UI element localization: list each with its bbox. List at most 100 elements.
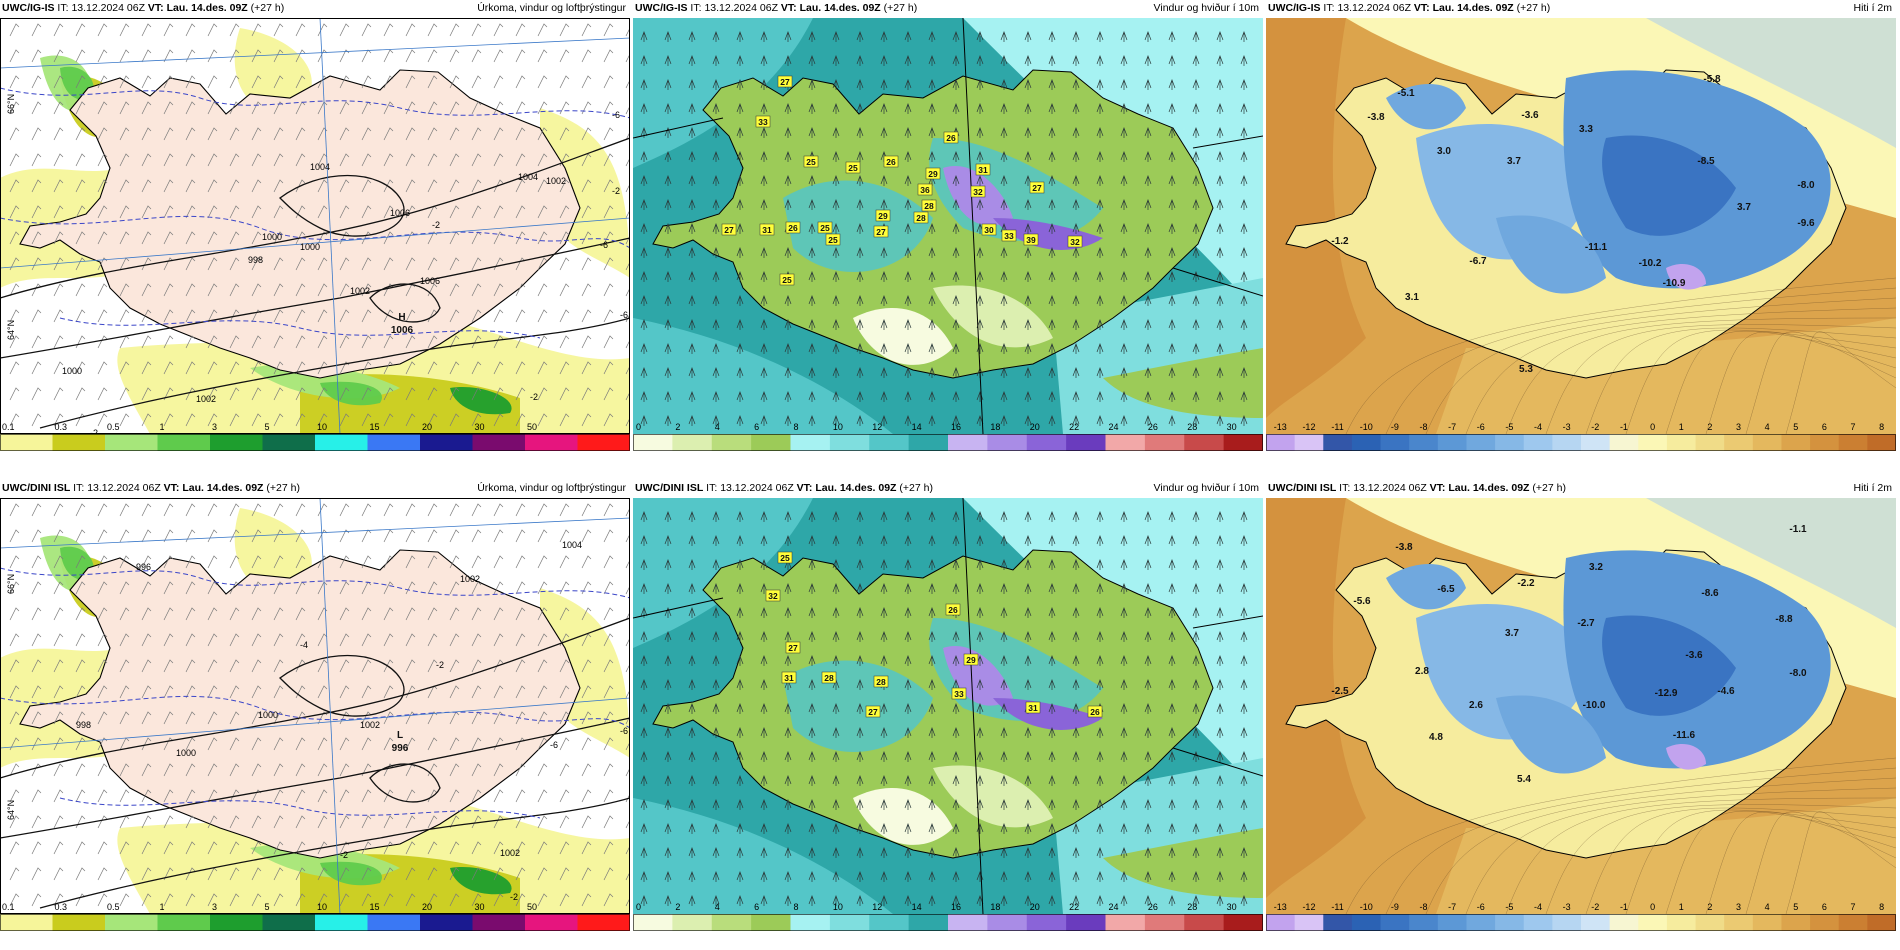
colorbar-swatch <box>1105 434 1146 451</box>
vt-label: VT: <box>780 2 797 14</box>
vt-label: VT: <box>796 482 813 494</box>
colorbar-swatch <box>1294 914 1324 931</box>
colorbar-tick-label: 24 <box>1109 422 1119 432</box>
colorbar-swatch <box>1552 914 1582 931</box>
panel-precip-top: UWC/IG-IS IT: 13.12.2024 06Z VT: Lau. 14… <box>0 0 630 455</box>
gust-value: 36 <box>920 185 930 195</box>
gust-value: 33 <box>758 117 768 127</box>
gust-badge: 30 <box>981 223 997 236</box>
colorbar-tick-label: -3 <box>1563 902 1571 912</box>
temperature-value: -1.2 <box>1331 236 1349 247</box>
colorbar-swatch <box>1867 434 1896 451</box>
colorbar-swatch <box>1581 434 1611 451</box>
gust-value: 31 <box>784 673 794 683</box>
colorbar-swatch <box>829 434 870 451</box>
colorbar-tick-label: -12 <box>1302 422 1315 432</box>
panel-header: UWC/DINI ISL IT: 13.12.2024 06Z VT: Lau.… <box>633 480 1263 497</box>
gust-value: 28 <box>876 677 886 687</box>
colorbar-tick-label: 0.1 <box>2 902 15 912</box>
temperature-isoline-label: -6 <box>620 726 628 736</box>
temperature-value: -10.9 <box>1663 278 1686 289</box>
colorbar-tick-label: -7 <box>1448 422 1456 432</box>
colorbar-swatch <box>1223 914 1263 931</box>
isobar-label: 1004 <box>310 162 330 172</box>
colorbar-tick-label: -5 <box>1505 422 1513 432</box>
colorbar-tick-label: -3 <box>1563 422 1571 432</box>
colorbar-swatch <box>790 434 831 451</box>
gust-value: 26 <box>788 223 798 233</box>
temperature-isoline-label: -4 <box>300 640 308 650</box>
vt-label: VT: <box>147 2 164 14</box>
lead-time: (+27 h) <box>1532 482 1566 494</box>
model-name: UWC/IG-IS <box>635 2 688 14</box>
colorbar-tick-label: 6 <box>754 902 759 912</box>
colorbar-swatch <box>1752 914 1782 931</box>
colorbar-swatch <box>0 434 53 451</box>
colorbar-swatch <box>157 434 211 451</box>
pressure-center-value: 1006 <box>391 325 414 336</box>
temperature-value: -5.8 <box>1703 74 1721 85</box>
colorbar-tick-label: 30 <box>475 422 485 432</box>
colorbar-swatch <box>1638 434 1668 451</box>
gust-badge: 32 <box>765 589 781 602</box>
colorbar-swatch <box>1523 434 1553 451</box>
panel-title: Vindur og hviður í 10m <box>1153 2 1259 14</box>
vt-label: VT: <box>1413 2 1430 14</box>
precip-map: 996 1004 1002 1000 1002 1000 998 1002 -6 -4 -2 -6 -2… <box>0 498 630 914</box>
colorbar-swatch <box>751 434 791 451</box>
colorbar-tick-label: 4 <box>715 902 720 912</box>
vt-value: Lau. 14.des. 09Z <box>166 2 248 14</box>
colorbar-swatch <box>577 434 630 451</box>
panel-title: Hiti í 2m <box>1853 482 1892 494</box>
colorbar-tick-label: 10 <box>317 902 327 912</box>
gust-badge: 31 <box>975 163 991 176</box>
colorbar-swatch <box>1380 914 1410 931</box>
gust-badge: 27 <box>777 75 793 88</box>
precip-map: 1004 1006 1000 998 1000 1002 1004 1002 1000 1002 1… <box>0 18 630 434</box>
colorbar-swatch <box>1437 434 1467 451</box>
colorbar-tick-label: -6 <box>1477 902 1485 912</box>
colorbar-swatch <box>262 434 316 451</box>
panel-header: UWC/IG-IS IT: 13.12.2024 06Z VT: Lau. 14… <box>0 0 630 17</box>
temperature-value: -3.8 <box>1367 112 1385 123</box>
vt-value: Lau. 14.des. 09Z <box>1448 482 1530 494</box>
gust-value: 28 <box>924 201 934 211</box>
isobar-label: 1006 <box>420 276 440 286</box>
temperature-value: -4.6 <box>1717 686 1735 697</box>
colorbar-tick-label: 16 <box>951 422 961 432</box>
colorbar-swatch <box>1066 434 1106 451</box>
colorbar-swatch <box>1294 434 1324 451</box>
colorbar-tick-label: 15 <box>370 902 380 912</box>
colorbar-swatch <box>1144 914 1185 931</box>
panel-wind-bottom: UWC/DINI ISL IT: 13.12.2024 06Z VT: Lau.… <box>633 480 1263 935</box>
colorbar-tick-label: 1 <box>1679 902 1684 912</box>
isobar-label: 998 <box>76 720 91 730</box>
colorbar-swatch <box>1638 914 1668 931</box>
it-value: 13.12.2024 06Z <box>71 2 145 14</box>
gust-badge: 28 <box>821 671 837 684</box>
colorbar-tick-label: -10 <box>1360 422 1373 432</box>
colorbar-swatch <box>1495 914 1525 931</box>
colorbar-tick-label: 8 <box>1879 902 1884 912</box>
colorbar-swatch <box>869 434 910 451</box>
colorbar-swatch <box>1437 914 1467 931</box>
colorbar-swatch <box>790 914 831 931</box>
temperature-value: -6.7 <box>1469 256 1487 267</box>
vt-value: Lau. 14.des. 09Z <box>799 2 881 14</box>
pressure-center-letter: L <box>397 730 403 741</box>
colorbar-tick-label: -13 <box>1274 422 1287 432</box>
panel-precip-bottom: UWC/DINI ISL IT: 13.12.2024 06Z VT: Lau.… <box>0 480 630 935</box>
panel-title: Úrkoma, vindur og loftþrýstingur <box>477 482 626 494</box>
colorbar-tick-label: 5 <box>1793 902 1798 912</box>
temperature-isoline-label: -2 <box>530 392 538 402</box>
colorbar-swatch <box>1026 914 1067 931</box>
precip-colorbar: 0.1 0.3 0.5 1 3 5 10 15 20 30 50 <box>0 897 630 935</box>
temperature-value: 2.8 <box>1415 666 1429 677</box>
colorbar-swatch <box>633 914 673 931</box>
model-name: UWC/IG-IS <box>2 2 55 14</box>
gust-value: 29 <box>966 655 976 665</box>
colorbar-swatch <box>672 914 713 931</box>
gust-value: 28 <box>824 673 834 683</box>
colorbar-tick-label: 6 <box>1822 422 1827 432</box>
isobar-label: 1002 <box>196 394 216 404</box>
